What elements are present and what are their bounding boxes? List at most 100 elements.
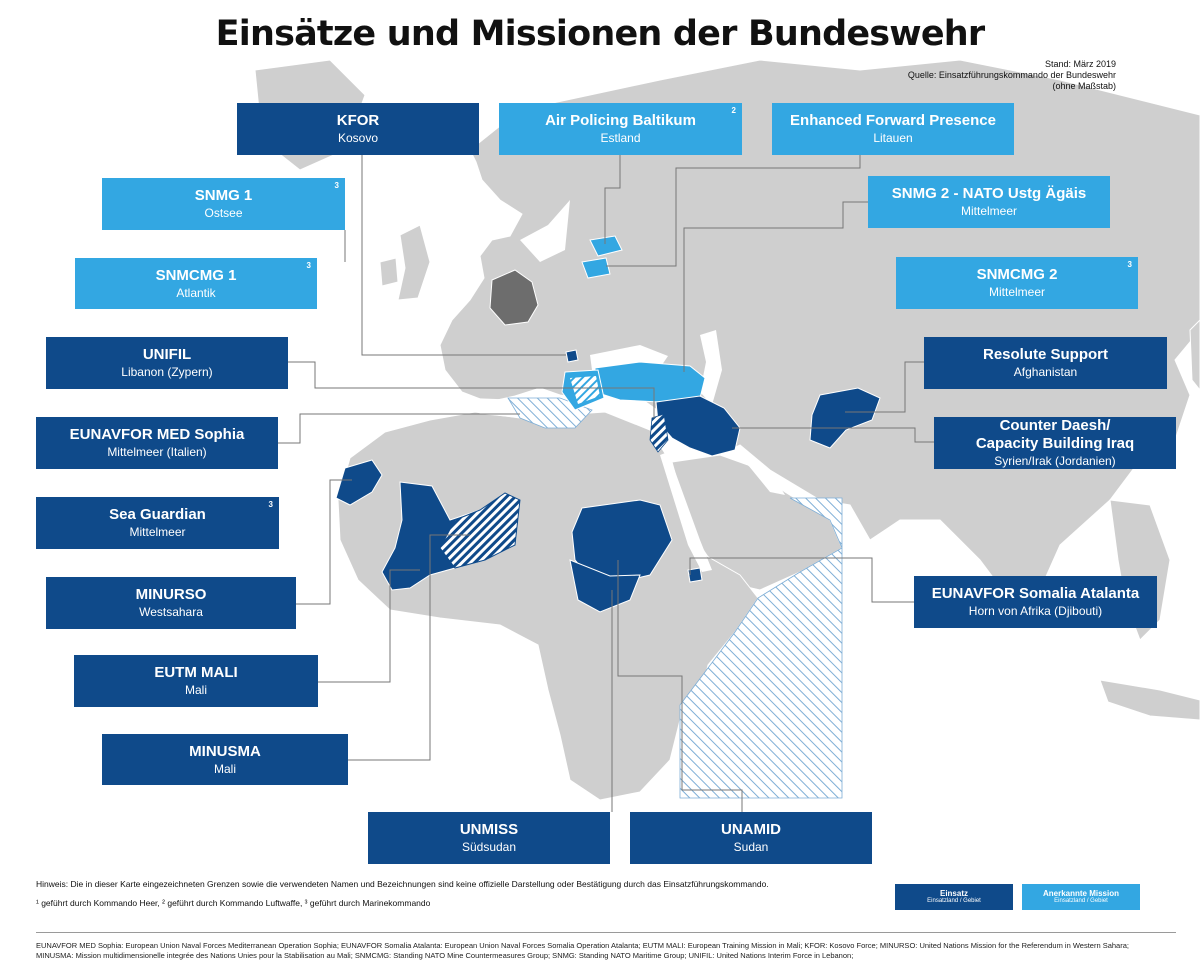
- djibouti-shape: [687, 567, 703, 583]
- eutm-leader: [318, 569, 420, 683]
- resolute-leader: [845, 361, 924, 413]
- persian-gulf-shape: [748, 465, 785, 495]
- mission-name: UNMISS: [459, 821, 519, 838]
- mission-location: Litauen: [873, 131, 913, 145]
- mission-name: EUNAVFOR MED Sophia: [69, 426, 245, 443]
- japan-shape: [1189, 319, 1200, 391]
- mission-name: EUTM MALI: [154, 664, 238, 681]
- mission-box-atalanta: EUNAVFOR Somalia Atalanta Horn von Afrik…: [914, 576, 1157, 628]
- mission-box-efp: Enhanced Forward Presence Litauen: [772, 103, 1014, 155]
- legend-subtitle: Einsatzland / Gebiet: [1054, 898, 1108, 904]
- mission-box-sea-guardian: Sea Guardian Mittelmeer 3: [36, 497, 279, 549]
- minusma-leader: [348, 534, 470, 761]
- mission-location: Mittelmeer (Italien): [107, 445, 207, 459]
- lebanon-hatch: [649, 413, 669, 453]
- mission-name: SNMG 1: [194, 187, 253, 204]
- mission-name: UNIFIL: [142, 346, 192, 363]
- mission-box-unifil: UNIFIL Libanon (Zypern): [46, 337, 288, 389]
- footnote-marker: 2: [731, 106, 736, 115]
- footnote-marker: 3: [306, 261, 311, 270]
- mission-name: Resolute Support: [982, 346, 1108, 363]
- britain-shape: [397, 224, 431, 301]
- mission-name-line2: Capacity Building Iraq: [975, 435, 1135, 452]
- mission-location: Kosovo: [337, 131, 379, 145]
- footnote-marker: 3: [334, 181, 339, 190]
- mali-hatch: [439, 492, 521, 569]
- mission-name: KFOR: [336, 112, 380, 129]
- mission-box-minusma: MINUSMA Mali: [102, 734, 348, 785]
- legend-einsatz: Einsatz Einsatzland / Gebiet: [895, 884, 1013, 910]
- unamid-leader: [617, 560, 743, 812]
- indonesia-shape: [1099, 679, 1200, 721]
- mission-name: SNMCMG 2: [976, 266, 1058, 283]
- western-sahara-shape: [335, 459, 383, 506]
- legend-title: Anerkannte Mission: [1042, 889, 1119, 898]
- mission-location: Südsudan: [461, 840, 517, 854]
- legend-anerkannte-mission: Anerkannte Mission Einsatzland / Gebiet: [1022, 884, 1140, 910]
- mission-location: Ostsee: [204, 206, 243, 220]
- kfor-leader: [361, 155, 566, 356]
- legend-subtitle: Einsatzland / Gebiet: [927, 898, 981, 904]
- lithuania-shape: [581, 257, 611, 279]
- kosovo-shape: [565, 349, 579, 363]
- mission-name: Air Policing Baltikum: [545, 112, 696, 129]
- mission-location: Estland: [600, 131, 641, 145]
- south-sudan-shape: [569, 559, 641, 613]
- stand-date: Stand: März 2019: [1044, 59, 1116, 69]
- mission-box-snmg1: SNMG 1 Ostsee 3: [102, 178, 345, 230]
- germany-shape: [489, 269, 539, 326]
- mission-name: Sea Guardian: [109, 506, 206, 523]
- leader-lines: [278, 155, 934, 812]
- caspian-sea-shape: [700, 330, 722, 405]
- mission-location: Westsahara: [139, 605, 203, 619]
- mission-box-resolute-support: Resolute Support Afghanistan: [924, 337, 1167, 389]
- baltic-sea-shape: [520, 200, 570, 262]
- mission-box-unmiss: UNMISS Südsudan: [368, 812, 610, 864]
- mission-name: SNMG 2 - NATO Ustg Ägäis: [891, 185, 1087, 202]
- mission-location: Mittelmeer: [129, 525, 186, 539]
- aegean-hatch: [570, 376, 600, 404]
- footnote-marker: 3: [1127, 260, 1132, 269]
- mission-name: Enhanced Forward Presence: [790, 112, 996, 129]
- footnotes: ¹ geführt durch Kommando Heer, ² geführt…: [36, 898, 431, 908]
- mission-box-snmcmg2: SNMCMG 2 Mittelmeer 3: [896, 257, 1138, 309]
- mission-box-eutm-mali: EUTM MALI Mali: [74, 655, 318, 707]
- mission-box-air-policing: Air Policing Baltikum Estland 2: [499, 103, 742, 155]
- snmg2-leader: [683, 201, 868, 372]
- mission-name: UNAMID: [721, 821, 781, 838]
- estonia-shape: [589, 235, 623, 257]
- mission-name: MINURSO: [135, 586, 207, 603]
- mission-box-kfor: KFOR Kosovo: [237, 103, 479, 155]
- source-credit: Quelle: Einsatzführungskommando der Bund…: [907, 70, 1116, 80]
- red-sea-shape: [660, 452, 712, 572]
- ireland-shape: [379, 257, 399, 287]
- mission-name: SNMCMG 1: [155, 266, 237, 284]
- page-title: Einsätze und Missionen der Bundeswehr: [215, 14, 985, 54]
- sophia-area: [507, 397, 593, 429]
- abbreviations-line: EUNAVFOR MED Sophia: European Union Nava…: [36, 941, 1129, 950]
- mission-box-counter-daesh: Counter Daesh/ Capacity Building Iraq Sy…: [934, 417, 1176, 469]
- mission-location: Mali: [184, 683, 207, 697]
- minurso-leader: [296, 479, 352, 605]
- mission-location: Atlantik: [176, 285, 216, 300]
- afghanistan-shape: [809, 387, 881, 449]
- mission-box-snmcmg1: SNMCMG 1 Atlantik 3: [75, 258, 317, 309]
- mission-location: Mittelmeer: [960, 204, 1017, 218]
- turkey-shape: [594, 361, 706, 403]
- divider: [36, 932, 1176, 933]
- mission-name: MINUSMA: [189, 742, 261, 760]
- atalanta-area: [679, 497, 843, 799]
- scale-note: (ohne Maßstab): [1052, 81, 1116, 91]
- abbreviations-line: MINUSMA: Mission multidimensionelle inte…: [36, 951, 854, 960]
- atalanta-leader: [689, 557, 914, 603]
- mission-location: Sudan: [733, 840, 769, 854]
- unifil-leader: [288, 361, 655, 418]
- mission-name-line1: Counter Daesh/: [999, 417, 1111, 434]
- mission-location: Syrien/Irak (Jordanien): [994, 454, 1116, 468]
- mission-location: Mali: [213, 761, 236, 776]
- efp-leader: [606, 155, 861, 267]
- legend-title: Einsatz: [939, 889, 968, 898]
- disclaimer-note: Hinweis: Die in dieser Karte eingezeichn…: [36, 879, 769, 889]
- mission-box-minurso: MINURSO Westsahara: [46, 577, 296, 629]
- abbreviations-block: EUNAVFOR MED Sophia: European Union Nava…: [36, 941, 1186, 961]
